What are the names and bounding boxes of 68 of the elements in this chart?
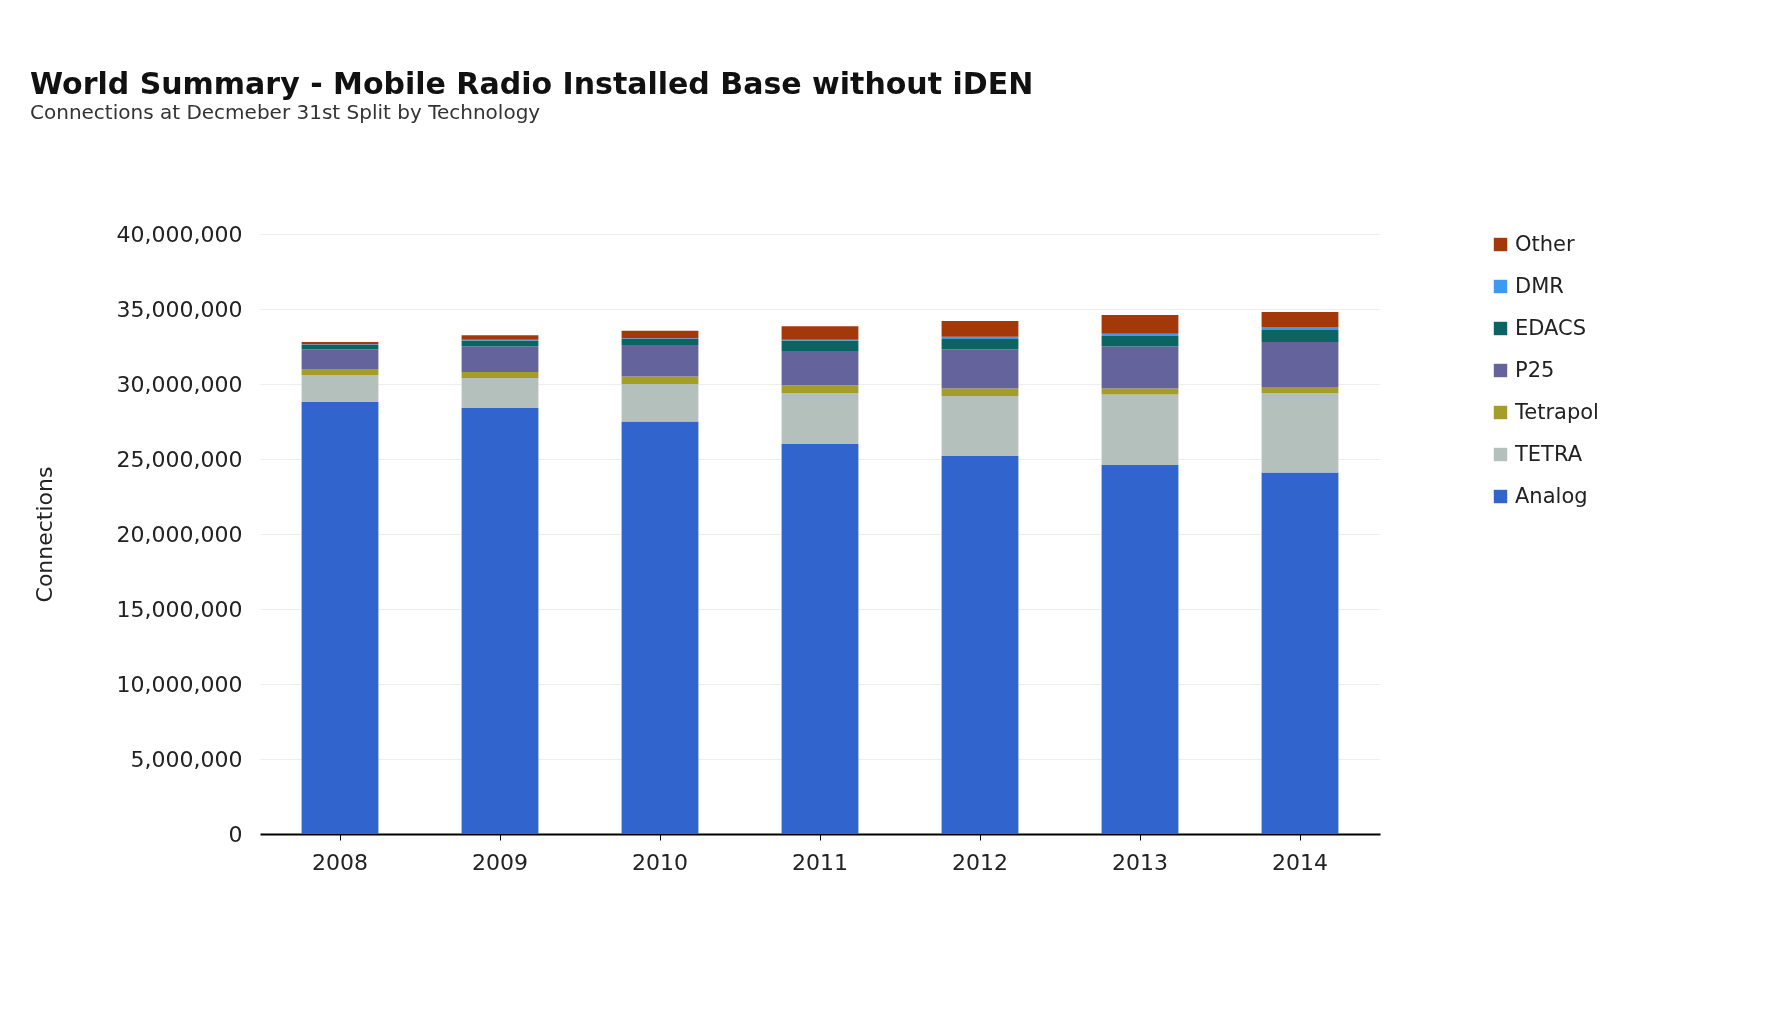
y-axis-title: Connections <box>31 466 57 603</box>
bar <box>1101 394 1179 465</box>
bar <box>941 388 1019 396</box>
bar <box>1261 330 1339 342</box>
y-tick-label: 40,000,000 <box>116 221 243 247</box>
bar <box>781 351 859 386</box>
legend-label: EDACS <box>1515 315 1587 340</box>
bar <box>301 402 379 834</box>
bar <box>1261 312 1339 327</box>
bar <box>461 372 539 378</box>
bar <box>621 421 699 834</box>
bar <box>781 340 859 351</box>
legend-label: TETRA <box>1514 441 1583 466</box>
bar <box>1261 387 1339 393</box>
bar <box>781 393 859 444</box>
chart-title: World Summary - Mobile Radio Installed Base without iDEN <box>30 66 1034 101</box>
bar <box>781 444 859 834</box>
x-tick-label: 2011 <box>792 849 848 875</box>
bar <box>461 346 539 372</box>
x-tick-label: 2010 <box>632 849 688 875</box>
x-tick-label: 2013 <box>1112 849 1168 875</box>
bar <box>941 321 1019 337</box>
bar <box>461 408 539 834</box>
y-tick-label: 15,000,000 <box>116 596 243 622</box>
bar <box>1261 472 1339 834</box>
bar <box>301 375 379 402</box>
bar <box>1261 327 1339 330</box>
bar <box>941 456 1019 834</box>
bar <box>621 345 699 377</box>
x-tick-label: 2014 <box>1272 849 1328 875</box>
bar <box>781 326 859 340</box>
bar <box>941 339 1019 350</box>
y-tick-label: 20,000,000 <box>116 521 243 547</box>
legend-label: Other <box>1515 231 1575 256</box>
bar <box>301 349 379 369</box>
legend-label: DMR <box>1515 273 1564 298</box>
bar <box>621 330 699 339</box>
legend-label: Tetrapol <box>1514 399 1599 424</box>
x-tick-label: 2008 <box>312 849 368 875</box>
bar <box>621 339 699 345</box>
bar <box>1101 388 1179 395</box>
chart-subtitle: Connections at Decmeber 31st Split by Technology <box>30 100 541 124</box>
bar <box>301 345 379 350</box>
bar <box>941 396 1019 456</box>
bar <box>621 376 699 384</box>
y-tick-label: 25,000,000 <box>116 446 243 472</box>
x-tick-label: 2012 <box>952 849 1008 875</box>
bar <box>1101 346 1179 389</box>
y-tick-label: 10,000,000 <box>116 671 243 697</box>
bar <box>1101 315 1179 334</box>
bar <box>1261 342 1339 387</box>
bar <box>1101 336 1179 347</box>
bar <box>461 340 539 347</box>
y-tick-label: 30,000,000 <box>116 371 243 397</box>
bar <box>1261 393 1339 473</box>
bar <box>621 384 699 422</box>
x-tick-label: 2009 <box>472 849 528 875</box>
bar <box>301 369 379 375</box>
legend-label: Analog <box>1515 483 1588 508</box>
y-tick-label: 5,000,000 <box>130 746 243 772</box>
y-tick-label: 35,000,000 <box>116 296 243 322</box>
bar <box>781 385 859 393</box>
bar <box>1101 465 1179 834</box>
bar <box>941 349 1019 389</box>
legend-label: P25 <box>1515 357 1555 382</box>
y-tick-label: 0 <box>228 821 243 847</box>
bar <box>461 378 539 408</box>
bar <box>461 335 539 340</box>
